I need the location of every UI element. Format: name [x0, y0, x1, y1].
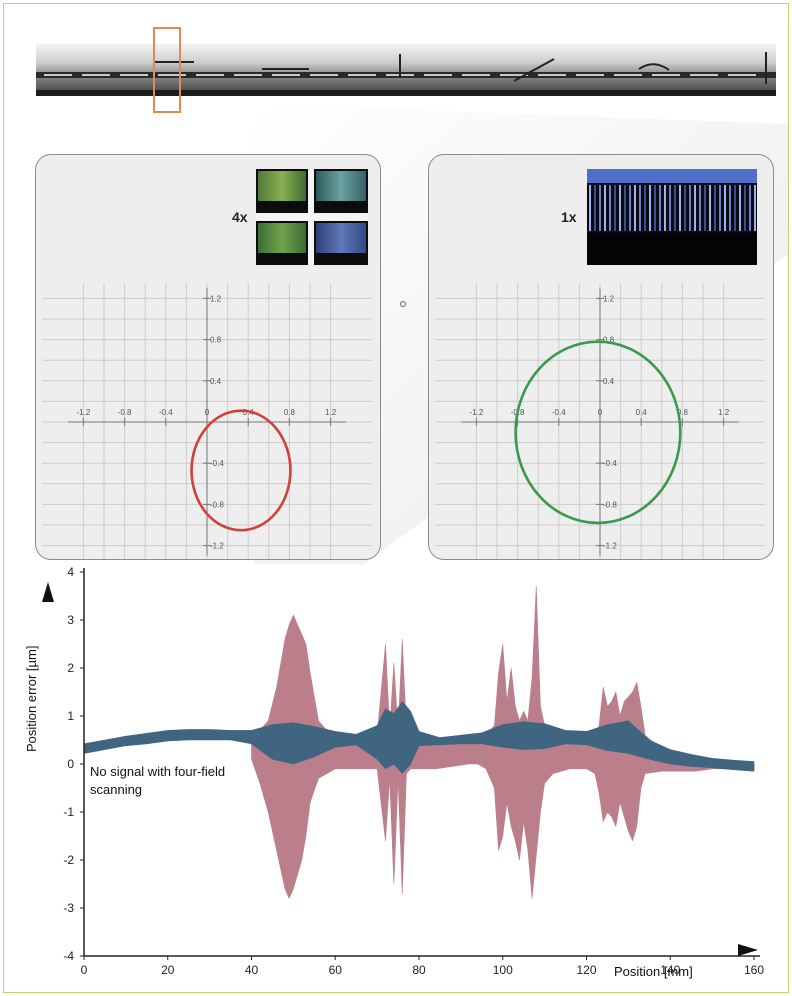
y-tick-label: 4: [67, 565, 74, 579]
y-tick-label: -1.2: [603, 542, 617, 551]
x-tick-label: 120: [576, 963, 596, 977]
x-tick-label: -0.4: [552, 408, 566, 417]
signal-stripe: [689, 185, 691, 231]
y-axis-arrow: [42, 582, 54, 602]
y-tick-label: -0.4: [603, 459, 617, 468]
lissajous-ellipse: [190, 409, 292, 532]
signal-stripe: [749, 185, 751, 231]
y-tick-label: 2: [67, 661, 74, 675]
x-tick-label: 0.4: [636, 408, 648, 417]
x-tick-label: 0: [598, 408, 603, 417]
signal-stripe: [599, 185, 601, 231]
lissajous-plot-4x: -1.2 -0.8 -0.4 0 0.4 0.8 1.21.20.80.4-0.4-0.8-…: [42, 282, 372, 559]
signal-stripe: [644, 185, 646, 231]
signal-stripe: [724, 185, 726, 231]
signal-stripe: [634, 185, 636, 231]
signal-stripe: [694, 185, 696, 231]
signal-stripe: [654, 185, 656, 231]
error-band-1: [83, 701, 755, 774]
y-tick-label: -0.8: [210, 500, 224, 509]
x-tick-label: 0: [81, 963, 88, 977]
x-tick-label: 0.8: [677, 408, 689, 417]
y-tick-label: 1: [67, 709, 74, 723]
y-tick-label: 0.4: [210, 377, 222, 386]
signal-stripe: [639, 185, 641, 231]
signal-stripe: [734, 185, 736, 231]
signal-stripe: [669, 185, 671, 231]
lissajous-panel-4x: -1.2 -0.8 -0.4 0 0.4 0.8 1.2 1.2 0.8 0.4 -0.4 -0.8-…: [35, 154, 381, 560]
signal-stripe: [604, 185, 606, 231]
signal-stripe: [739, 185, 741, 231]
y-tick-label: -3: [63, 901, 74, 915]
no-signal-annotation: No signal with four-field scanning: [90, 764, 226, 797]
signal-stripe: [594, 185, 596, 231]
lissajous-ellipse: [514, 340, 682, 525]
x-axis-arrow: [738, 944, 758, 956]
signal-stripe: [609, 185, 611, 231]
figure-frame: -1.2 -0.8 -0.4 0 0.4 0.8 1.2 1.2 0.8 0.4 -0.4 -0.8 -…: [3, 3, 789, 993]
magnification-label-1x: 1x: [561, 209, 577, 225]
signal-stripe: [699, 185, 701, 231]
y-tick-label: 0.4: [603, 377, 615, 386]
y-tick-label: 0.8: [603, 336, 615, 345]
y-tick-label: 1.2: [210, 294, 222, 303]
x-tick-label: -0.8: [118, 408, 132, 417]
x-tick-label: -1.2: [470, 408, 484, 417]
signal-thumbnail-1x: [587, 169, 757, 265]
signal-stripe: [744, 185, 746, 231]
y-tick-label: -0.8: [603, 500, 617, 509]
signal-stripe: [709, 185, 711, 231]
y-tick-label: -0.4: [210, 459, 224, 468]
signal-stripe: [674, 185, 676, 231]
position-error-chart: 4 3 2 1 0 -1 -2 -3 -4 0 20 40 60 80 100 120 140 160: [42, 565, 764, 977]
y-tick-label: -2: [63, 853, 74, 867]
scan-marker: [153, 27, 181, 113]
y-tick-label: -4: [63, 949, 74, 963]
x-tick-label: 0.8: [284, 408, 296, 417]
signal-stripe: [629, 185, 631, 231]
signal-stripe: [624, 185, 626, 231]
y-axis-label: Position error [µm]: [24, 645, 39, 752]
x-axis-label: Position [mm]: [614, 964, 693, 979]
signal-stripe: [704, 185, 706, 231]
x-tick-label: 20: [161, 963, 175, 977]
lissajous-panel-1x: -1.2 -0.8 -0.4 0 0.4 0.8 1.2 1.2 0.8 0.4 -0.4 -0.8-…: [428, 154, 774, 560]
x-tick-label: 40: [245, 963, 259, 977]
signal-thumbnails-4x: [256, 169, 368, 265]
x-tick-label: 60: [329, 963, 343, 977]
signal-stripe: [684, 185, 686, 231]
x-tick-label: 80: [412, 963, 426, 977]
signal-stripe: [754, 185, 756, 231]
x-tick-label: -0.4: [159, 408, 173, 417]
signal-stripe: [719, 185, 721, 231]
x-tick-label: 1.2: [718, 408, 730, 417]
y-tick-label: -1: [63, 805, 74, 819]
signal-stripe: [679, 185, 681, 231]
scale-rail: [36, 27, 776, 113]
magnification-label-4x: 4x: [232, 209, 248, 225]
x-tick-label: 0: [205, 408, 210, 417]
lissajous-plot-1x: -1.2 -0.8 -0.4 0 0.4 0.8 1.21.20.80.4-0.4-0.8-…: [435, 282, 765, 559]
y-tick-label: 0: [67, 757, 74, 771]
x-tick-label: 1.2: [325, 408, 337, 417]
signal-stripe: [649, 185, 651, 231]
signal-stripe: [589, 185, 591, 231]
signal-stripe: [659, 185, 661, 231]
signal-stripe: [714, 185, 716, 231]
x-tick-label: -1.2: [77, 408, 91, 417]
signal-stripe: [664, 185, 666, 231]
y-tick-label: 3: [67, 613, 74, 627]
y-tick-label: -1.2: [210, 542, 224, 551]
signal-stripe: [614, 185, 616, 231]
y-tick-label: 0.8: [210, 336, 222, 345]
signal-stripe: [729, 185, 731, 231]
x-tick-label: 160: [744, 963, 764, 977]
y-tick-label: 1.2: [603, 294, 615, 303]
x-tick-label: 100: [493, 963, 513, 977]
signal-stripe: [619, 185, 621, 231]
x-tick-label: 140: [660, 963, 680, 977]
